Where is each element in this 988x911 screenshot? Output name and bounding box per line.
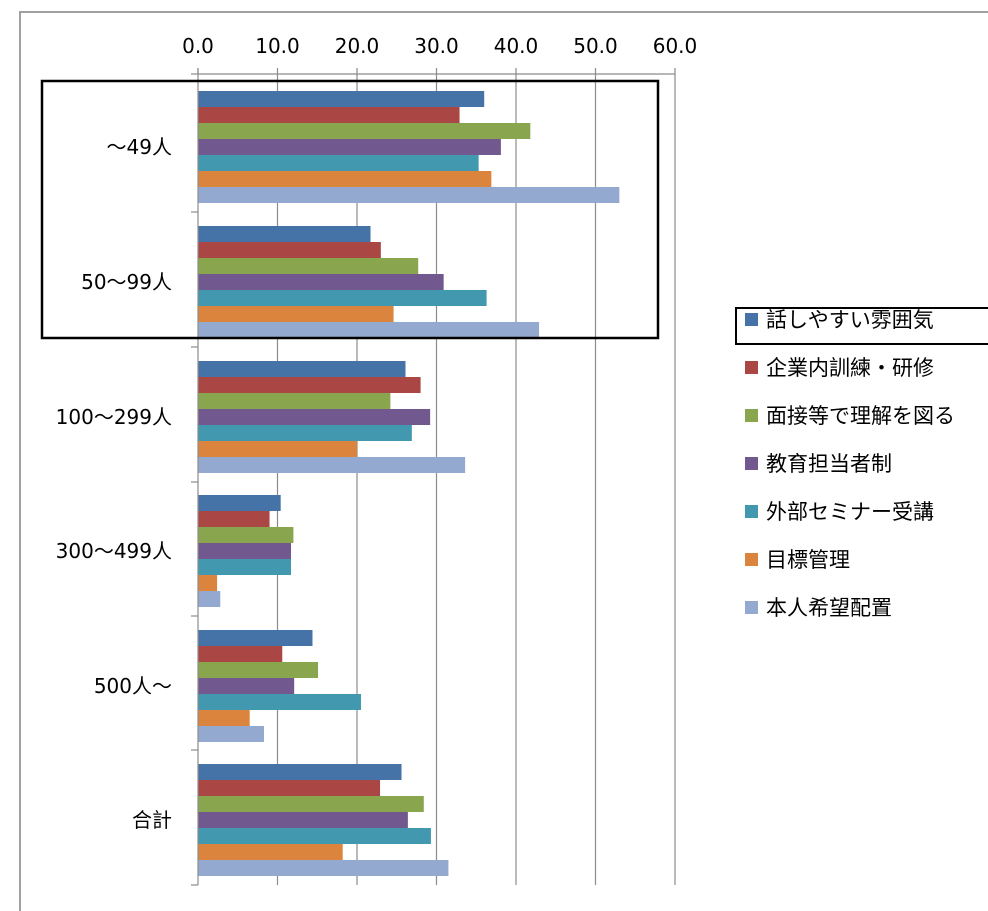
- bar: [198, 393, 391, 409]
- bar: [198, 575, 218, 591]
- x-tick-labels: 0.0 10.0 20.0 30.0 40.0 50.0 60.0: [182, 34, 697, 58]
- bar: [198, 425, 412, 441]
- legend-label: 企業内訓練・研修: [766, 356, 934, 380]
- category-labels: ～49人 50～99人 100～299人 300～499人 500人～ 合計: [56, 135, 172, 832]
- legend-swatch: [745, 504, 758, 518]
- bar: [198, 812, 408, 828]
- legend-item: 目標管理: [745, 544, 850, 574]
- legend-item: 本人希望配置: [745, 592, 892, 622]
- legend-swatch: [745, 552, 758, 566]
- legend-highlight-box: [735, 307, 988, 345]
- legend-item: 企業内訓練・研修: [745, 352, 934, 382]
- bar: [198, 187, 620, 203]
- legend-item: 話しやすい雰囲気: [745, 304, 934, 334]
- legend-item: 教育担当者制: [745, 448, 892, 478]
- bar: [198, 155, 479, 171]
- bar: [198, 306, 394, 322]
- bar: [198, 678, 295, 694]
- category-label: ～49人: [107, 135, 172, 159]
- bar: [198, 377, 421, 393]
- bar: [198, 171, 492, 187]
- category-label: 合計: [132, 808, 172, 832]
- bar: [198, 527, 294, 543]
- bar: [198, 361, 406, 377]
- legend-swatch: [745, 360, 758, 374]
- legend-label: 外部セミナー受講: [766, 500, 934, 524]
- bar: [198, 646, 283, 662]
- axes: [191, 68, 676, 886]
- x-tick-label: 20.0: [335, 34, 380, 58]
- bar: [198, 258, 419, 274]
- chart-frame: [19, 11, 988, 911]
- x-tick-label: 30.0: [414, 34, 459, 58]
- bar: [198, 591, 221, 607]
- x-tick-label: 40.0: [494, 34, 539, 58]
- bar: [198, 139, 501, 155]
- bar: [198, 828, 431, 844]
- legend-swatch: [745, 600, 758, 614]
- category-label: 300～499人: [56, 539, 172, 563]
- x-tick-label: 0.0: [182, 34, 214, 58]
- legend-label: 面接等で理解を図る: [766, 404, 955, 428]
- bar: [198, 844, 343, 860]
- bar: [198, 91, 485, 107]
- legend-label: 教育担当者制: [766, 452, 892, 476]
- bar: [198, 409, 431, 425]
- legend-label: 本人希望配置: [766, 596, 892, 620]
- bar: [198, 274, 444, 290]
- legend-item: 外部セミナー受講: [745, 496, 934, 526]
- highlight-box: [40, 79, 660, 340]
- legend-swatch: [745, 312, 758, 326]
- bar: [198, 764, 402, 780]
- bar: [198, 123, 531, 139]
- legend-label: 話しやすい雰囲気: [766, 308, 934, 332]
- bar: [198, 710, 250, 726]
- bar: [198, 694, 361, 710]
- bar: [198, 242, 381, 258]
- x-tick-label: 50.0: [573, 34, 618, 58]
- bar: [198, 322, 540, 338]
- bar: [198, 780, 381, 796]
- bar: [198, 495, 281, 511]
- bar: [198, 630, 313, 646]
- bar: [198, 441, 357, 457]
- bar: [198, 290, 487, 306]
- category-label: 50～99人: [81, 270, 172, 294]
- category-label: 100～299人: [56, 405, 172, 429]
- legend-item: 面接等で理解を図る: [745, 400, 955, 430]
- x-tick-label: 10.0: [255, 34, 300, 58]
- gridlines: [276, 74, 676, 885]
- legend-swatch: [745, 408, 758, 422]
- category-label: 500人～: [94, 674, 172, 698]
- bar: [198, 457, 466, 473]
- legend-label: 目標管理: [766, 548, 850, 572]
- legend-swatch: [745, 456, 758, 470]
- bar: [198, 107, 460, 123]
- bar: [198, 860, 449, 876]
- bar: [198, 511, 270, 527]
- bar: [198, 796, 424, 812]
- bar: [198, 662, 319, 678]
- bar: [198, 543, 292, 559]
- bar: [198, 226, 371, 242]
- bar: [198, 726, 264, 742]
- bar: [198, 559, 292, 575]
- x-tick-label: 60.0: [653, 34, 698, 58]
- bars: [198, 91, 620, 876]
